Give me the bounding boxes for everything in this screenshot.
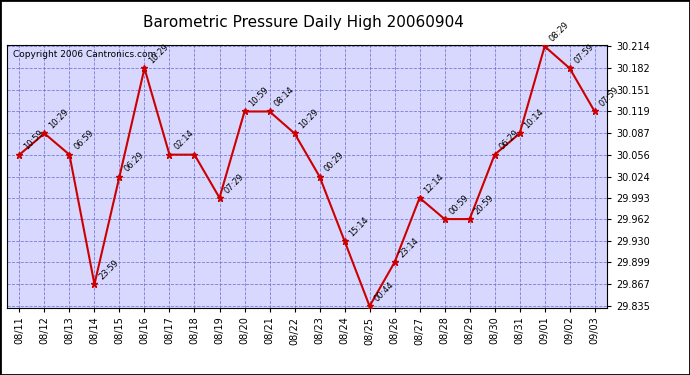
Text: 08:14: 08:14	[273, 86, 295, 109]
Text: 10:29: 10:29	[297, 108, 320, 130]
Text: 23:59: 23:59	[97, 258, 121, 281]
Text: 12:14: 12:14	[422, 172, 446, 195]
Text: 06:59: 06:59	[72, 129, 95, 152]
Text: 06:29: 06:29	[497, 129, 521, 152]
Text: 07:29: 07:29	[222, 172, 246, 195]
Text: 10:14: 10:14	[522, 108, 546, 130]
Text: 07:59: 07:59	[598, 86, 621, 109]
Text: 23:14: 23:14	[397, 236, 421, 260]
Text: 00:44: 00:44	[373, 280, 395, 303]
Text: 10:59: 10:59	[247, 86, 270, 109]
Text: 02:14: 02:14	[172, 129, 195, 152]
Text: 10:29: 10:29	[47, 108, 70, 130]
Text: 15:14: 15:14	[347, 215, 371, 238]
Text: 00:59: 00:59	[447, 193, 471, 216]
Text: Copyright 2006 Cantronics.com: Copyright 2006 Cantronics.com	[13, 50, 156, 59]
Text: 00:29: 00:29	[322, 151, 346, 174]
Text: 20:59: 20:59	[473, 193, 495, 216]
Text: Barometric Pressure Daily High 20060904: Barometric Pressure Daily High 20060904	[143, 15, 464, 30]
Text: 07:59: 07:59	[573, 42, 595, 66]
Text: 06:29: 06:29	[122, 151, 146, 174]
Text: 10:59: 10:59	[22, 129, 46, 152]
Text: 10:29: 10:29	[147, 42, 170, 66]
Text: 08:29: 08:29	[547, 20, 571, 44]
